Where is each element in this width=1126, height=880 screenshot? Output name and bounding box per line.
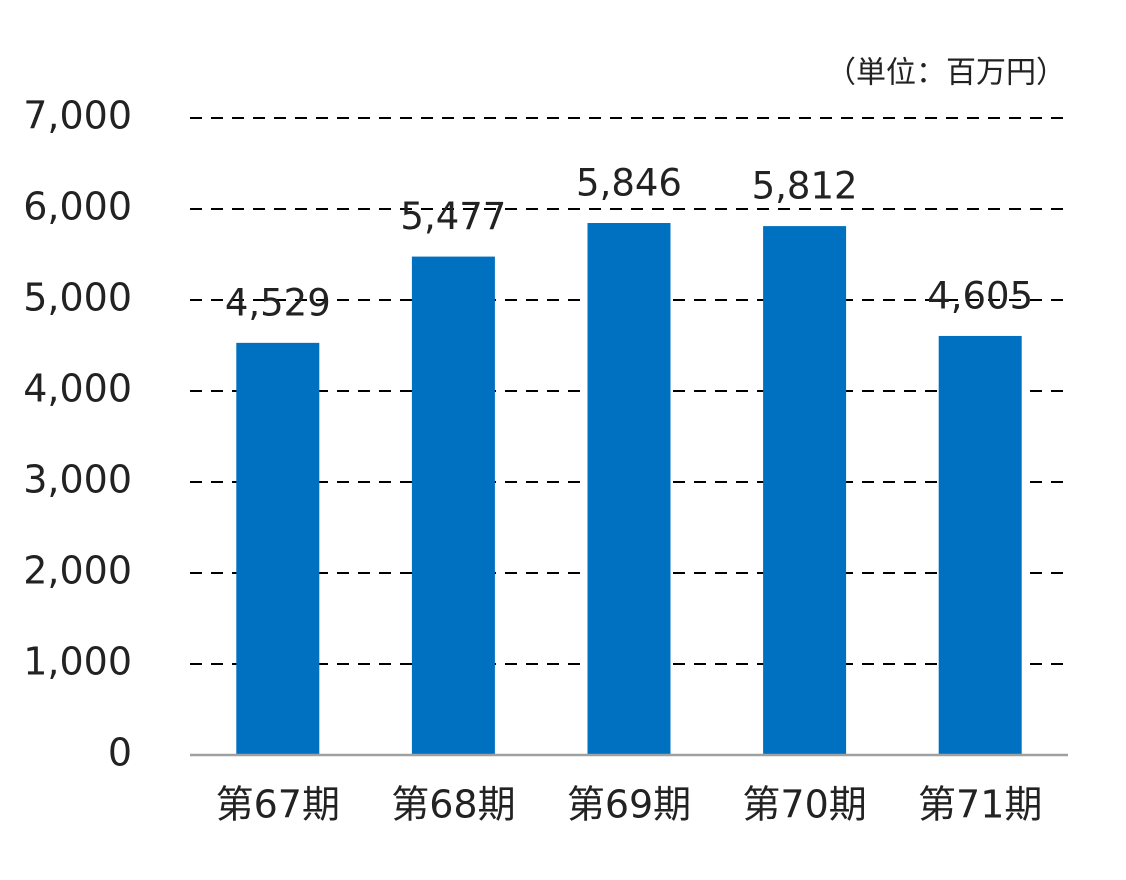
data-label: 4,529 — [225, 281, 331, 324]
y-tick-label: 5,000 — [23, 276, 132, 320]
y-tick-label: 6,000 — [23, 185, 132, 229]
y-tick-label: 7,000 — [23, 94, 132, 138]
data-label: 5,846 — [576, 162, 682, 205]
bar — [587, 223, 671, 755]
bar — [763, 226, 847, 755]
x-tick-label: 第69期 — [567, 783, 691, 827]
bar — [411, 256, 495, 755]
unit-note: （単位：百万円） — [826, 56, 1066, 91]
x-tick-label: 第67期 — [216, 783, 340, 827]
bar — [938, 335, 1022, 755]
bar — [236, 342, 320, 755]
data-label: 4,605 — [927, 274, 1033, 317]
x-tick-label: 第71期 — [918, 783, 1042, 827]
y-tick-label: 1,000 — [23, 640, 132, 684]
y-tick-label: 4,000 — [23, 367, 132, 411]
x-tick-label: 第68期 — [391, 783, 515, 827]
data-label: 5,812 — [752, 165, 858, 208]
data-label: 5,477 — [400, 195, 506, 238]
y-tick-label: 0 — [108, 731, 132, 775]
y-tick-label: 3,000 — [23, 458, 132, 502]
y-tick-label: 2,000 — [23, 549, 132, 593]
x-tick-label: 第70期 — [742, 783, 866, 827]
